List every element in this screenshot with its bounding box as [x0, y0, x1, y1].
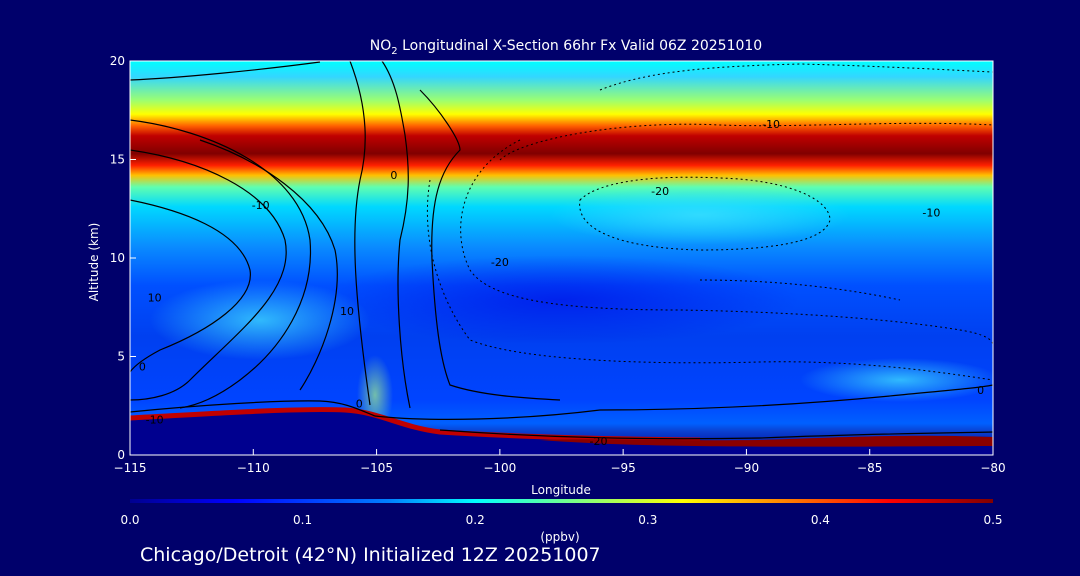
contour-label: 0 — [139, 360, 146, 373]
contour-label: 0 — [390, 169, 397, 182]
x-tick-label: −90 — [734, 461, 759, 475]
y-tick-label: 0 — [117, 448, 125, 462]
contour-labels: -10 -20 -10 -20 -10 10 10 0 0 -10 0 0 -20 — [139, 118, 984, 448]
colorbar — [130, 499, 993, 503]
caption: Chicago/Detroit (42°N) Initialized 12Z 2… — [140, 544, 601, 566]
contour-label: 10 — [340, 305, 354, 318]
x-tick-label: −80 — [980, 461, 1005, 475]
colorbar-ticks: 0.0 0.1 0.2 0.3 0.4 0.5 — [120, 513, 1002, 527]
y-tick-label: 10 — [110, 251, 125, 265]
colorbar-label: (ppbv) — [540, 530, 579, 544]
colorbar-tick-label: 0.4 — [811, 513, 830, 527]
colorbar-tick-label: 0.2 — [466, 513, 485, 527]
contour-label: 0 — [977, 384, 984, 397]
contour-line — [381, 61, 411, 409]
surface-red-edge — [130, 407, 701, 443]
x-tick-label: −85 — [857, 461, 882, 475]
x-tick-label: −110 — [237, 461, 270, 475]
contour-line — [199, 139, 338, 391]
x-tick-label: −100 — [483, 461, 516, 475]
contour-label: -20 — [651, 185, 669, 198]
contour-line — [130, 199, 251, 373]
colorbar-tick-label: 0.5 — [983, 513, 1002, 527]
contour-line — [699, 279, 901, 301]
plot-area: -10 -20 -10 -20 -10 10 10 0 0 -10 0 0 -20 — [130, 61, 993, 455]
x-tick-label: −105 — [360, 461, 393, 475]
contour-label: -10 — [146, 413, 164, 426]
x-tick-label: −115 — [114, 461, 147, 475]
y-tick-label: 5 — [117, 350, 125, 364]
field-blob — [550, 185, 850, 245]
contour-line — [349, 61, 371, 406]
surface-maroon-east — [540, 435, 993, 447]
contour-line — [130, 119, 312, 409]
y-axis-title: Altitude (km) — [87, 223, 101, 302]
contour-label: -20 — [590, 435, 608, 448]
contour-line — [426, 179, 993, 381]
contour-label: -10 — [762, 118, 780, 131]
contour-line — [130, 61, 321, 81]
contours-dashed — [426, 63, 993, 381]
contour-line — [419, 89, 561, 401]
contour-line — [130, 149, 287, 401]
colorbar-tick-label: 0.3 — [638, 513, 657, 527]
contour-line — [460, 139, 993, 346]
contour-label: -20 — [491, 256, 509, 269]
contour-line — [130, 384, 993, 420]
contour-line — [439, 429, 993, 440]
x-axis-title: Longitude — [531, 483, 591, 497]
colorbar-tick-label: 0.0 — [120, 513, 139, 527]
x-tick-label: −95 — [610, 461, 635, 475]
contour-line — [499, 122, 993, 161]
contour-label: 0 — [356, 398, 363, 411]
chart-title: NO2 Longitudinal X-Section 66hr Fx Valid… — [370, 38, 762, 57]
colorbar-tick-label: 0.1 — [293, 513, 312, 527]
field-blob — [150, 280, 370, 360]
contour-label: 10 — [148, 291, 162, 304]
y-tick-label: 20 — [110, 54, 125, 68]
y-tick-label: 15 — [110, 153, 125, 167]
contours-solid — [130, 61, 993, 440]
contour-label: -10 — [252, 199, 270, 212]
contour-label: -10 — [922, 207, 940, 220]
contour-line — [599, 63, 993, 91]
field-blob — [320, 255, 800, 345]
x-axis: −115 −110 −105 −100 −95 −90 −85 −80 — [114, 449, 1006, 475]
y-axis: 0 5 10 15 20 — [110, 54, 136, 462]
